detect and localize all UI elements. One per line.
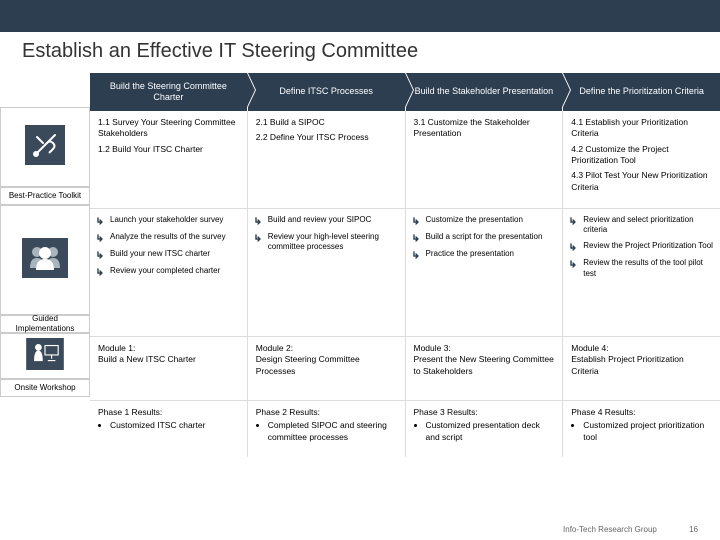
workshop-label: Onsite Workshop	[0, 379, 90, 397]
presenter-icon	[25, 338, 65, 370]
task-item: Customize the presentation	[412, 215, 557, 226]
content-column: Build the Steering Committee Charter Def…	[90, 73, 720, 457]
phone-arrow-icon	[96, 250, 106, 260]
footer: Info-Tech Research Group 16	[563, 525, 698, 534]
task-item: Analyze the results of the survey	[96, 232, 241, 243]
module-cell-1: Module 1: Build a New ITSC Charter	[90, 337, 248, 400]
tasks-cell-1: Launch your stakeholder survey Analyze th…	[90, 209, 248, 336]
workshop-label-text: Onsite Workshop	[14, 383, 75, 393]
phase-header-1: Build the Steering Committee Charter	[90, 73, 247, 111]
guided-icon-cell	[0, 205, 90, 315]
task-item: Review your high-level steering committe…	[254, 232, 399, 253]
module-cell-2: Module 2: Design Steering Committee Proc…	[248, 337, 406, 400]
phone-arrow-icon	[412, 250, 422, 260]
results-cell-4: Phase 4 Results: Customized project prio…	[563, 401, 720, 457]
phone-arrow-icon	[96, 267, 106, 277]
steps-cell-4: 4.1 Establish your Prioritization Criter…	[563, 111, 720, 208]
module-cell-4: Module 4: Establish Project Prioritizati…	[563, 337, 720, 400]
guided-label: Guided Implementations	[0, 315, 90, 333]
phone-arrow-icon	[254, 216, 264, 226]
page-title: Establish an Effective IT Steering Commi…	[0, 32, 720, 73]
left-spacer	[0, 397, 90, 453]
steps-row: 1.1 Survey Your Steering Committee Stake…	[90, 111, 720, 209]
steps-cell-1: 1.1 Survey Your Steering Committee Stake…	[90, 111, 248, 208]
phase-header-4: Define the Prioritization Criteria	[563, 73, 720, 111]
phone-arrow-icon	[412, 233, 422, 243]
results-row: Phase 1 Results: Customized ITSC charter…	[90, 401, 720, 457]
footer-page: 16	[689, 525, 698, 534]
tasks-cell-3: Customize the presentation Build a script…	[406, 209, 564, 336]
phase-header-3: Build the Stakeholder Presentation	[406, 73, 563, 111]
results-cell-1: Phase 1 Results: Customized ITSC charter	[90, 401, 248, 457]
steps-cell-2: 2.1 Build a SIPOC 2.2 Define Your ITSC P…	[248, 111, 406, 208]
tasks-cell-2: Build and review your SIPOC Review your h…	[248, 209, 406, 336]
tasks-row: Launch your stakeholder survey Analyze th…	[90, 209, 720, 337]
people-icon	[22, 238, 68, 278]
main-layout: Best-Practice Toolkit Guided Implementat…	[0, 73, 720, 457]
phase-headers: Build the Steering Committee Charter Def…	[90, 73, 720, 111]
phone-arrow-icon	[569, 216, 579, 226]
task-item: Review your completed charter	[96, 266, 241, 277]
toolkit-icon-cell	[0, 107, 90, 187]
footer-org: Info-Tech Research Group	[563, 525, 657, 534]
top-band	[0, 0, 720, 32]
steps-cell-3: 3.1 Customize the Stakeholder Presentati…	[406, 111, 564, 208]
task-item: Launch your stakeholder survey	[96, 215, 241, 226]
phone-arrow-icon	[569, 242, 579, 252]
workshop-icon-cell	[0, 333, 90, 379]
task-item: Review and select prioritization criteri…	[569, 215, 714, 236]
task-item: Build a script for the presentation	[412, 232, 557, 243]
toolkit-label: Best-Practice Toolkit	[0, 187, 90, 205]
module-cell-3: Module 3: Present the New Steering Commi…	[406, 337, 564, 400]
toolkit-label-text: Best-Practice Toolkit	[9, 191, 81, 201]
results-cell-2: Phase 2 Results: Completed SIPOC and ste…	[248, 401, 406, 457]
task-item: Practice the presentation	[412, 249, 557, 260]
tasks-cell-4: Review and select prioritization criteri…	[563, 209, 720, 336]
phone-arrow-icon	[569, 259, 579, 269]
tools-icon	[25, 125, 65, 165]
task-item: Build your new ITSC charter	[96, 249, 241, 260]
phone-arrow-icon	[96, 233, 106, 243]
guided-label-text: Guided Implementations	[5, 314, 85, 333]
left-column: Best-Practice Toolkit Guided Implementat…	[0, 73, 90, 457]
phone-arrow-icon	[96, 216, 106, 226]
task-item: Review the results of the tool pilot tes…	[569, 258, 714, 279]
task-item: Build and review your SIPOC	[254, 215, 399, 226]
phase-header-2: Define ITSC Processes	[248, 73, 405, 111]
phone-arrow-icon	[254, 233, 264, 243]
task-item: Review the Project Prioritization Tool	[569, 241, 714, 252]
results-cell-3: Phase 3 Results: Customized presentation…	[406, 401, 564, 457]
phone-arrow-icon	[412, 216, 422, 226]
modules-row: Module 1: Build a New ITSC Charter Modul…	[90, 337, 720, 401]
